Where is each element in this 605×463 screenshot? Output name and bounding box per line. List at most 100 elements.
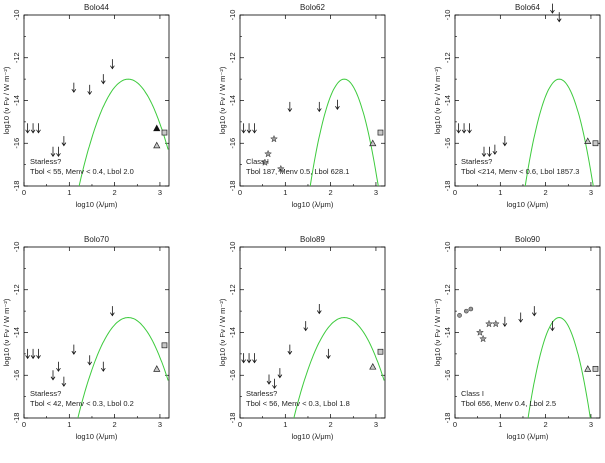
y-tick-label: -14: [443, 327, 452, 338]
upper-limit-arrow: [550, 3, 555, 14]
x-tick-label: 1: [283, 420, 287, 429]
star-point: [491, 319, 500, 328]
y-tick-label: -10: [228, 242, 237, 253]
upper-limit-arrow: [287, 101, 293, 113]
parameters-label: Tbol < 42, Menv < 0.3, Lbol 0.2: [30, 399, 134, 408]
upper-limit-arrow: [36, 123, 41, 134]
upper-limit-arrow: [56, 361, 61, 372]
panel-title: Bolo44: [84, 3, 109, 12]
square-point: [161, 129, 168, 136]
x-tick-label: 1: [283, 188, 287, 197]
x-tick-label: 0: [238, 188, 242, 197]
upper-limit-arrow: [61, 376, 67, 387]
classification-label: Starless?: [30, 389, 61, 398]
y-axis-label: log10 (ν Fν / W m⁻²): [2, 298, 11, 366]
y-tick-label: -12: [443, 284, 452, 295]
upper-limit-arrow: [456, 123, 461, 134]
upper-limit-arrow: [467, 123, 472, 134]
triangle-point: [584, 365, 592, 372]
upper-limit-arrow: [71, 344, 77, 355]
upper-limit-arrow: [550, 321, 555, 332]
x-tick-label: 1: [67, 188, 71, 197]
upper-limit-arrow: [71, 82, 77, 93]
triangle-point: [369, 362, 377, 370]
upper-limit-arrow: [246, 353, 252, 364]
y-tick-label: -16: [443, 370, 452, 381]
classification-label: Starless?: [461, 157, 492, 166]
upper-limit-arrow: [502, 316, 508, 328]
star-point: [270, 134, 278, 143]
upper-limit-arrow: [252, 353, 257, 364]
star-point: [485, 319, 493, 328]
upper-limit-arrow: [303, 321, 309, 332]
x-tick-label: 3: [589, 420, 593, 429]
upper-limit-arrow: [326, 348, 331, 360]
upper-limit-arrow: [25, 348, 30, 360]
upper-limit-arrow: [25, 123, 30, 134]
upper-limit-arrow: [100, 74, 106, 85]
panel-title: Bolo89: [300, 235, 325, 244]
triangle-point: [584, 137, 592, 144]
panel-title: Bolo70: [84, 235, 109, 244]
y-tick-label: -12: [443, 52, 452, 63]
y-tick-label: -16: [228, 370, 237, 381]
upper-limit-arrow: [502, 136, 508, 147]
square-point: [377, 348, 384, 355]
y-tick-label: -14: [228, 327, 237, 338]
x-axis-label: log10 (λ/μm): [76, 432, 118, 441]
x-tick-label: 0: [22, 188, 26, 197]
x-tick-label: 1: [67, 420, 71, 429]
parameters-label: Tbol 187, Menv 0.5, Lbol 628.1: [246, 167, 349, 176]
upper-limit-arrow: [56, 146, 61, 158]
upper-limit-arrow: [241, 353, 246, 364]
y-tick-label: -18: [443, 413, 452, 424]
filled-triangle-point: [153, 124, 161, 132]
upper-limit-arrow: [272, 378, 277, 390]
upper-limit-arrow: [87, 84, 93, 96]
model-sed-curve: [309, 78, 379, 186]
x-tick-label: 3: [158, 188, 162, 197]
y-tick-label: -18: [12, 181, 21, 192]
x-tick-label: 2: [113, 420, 117, 429]
upper-limit-arrow: [87, 355, 93, 366]
panel-title: Bolo62: [300, 3, 325, 12]
upper-limit-arrow: [316, 303, 322, 315]
x-tick-label: 2: [544, 420, 548, 429]
upper-limit-arrow: [50, 370, 56, 381]
parameters-label: Tbol <214, Menv < 0.6, Lbol 1857.3: [461, 167, 579, 176]
model-sed-curve: [293, 316, 385, 418]
triangle-point: [369, 139, 377, 147]
y-tick-label: -12: [228, 284, 237, 295]
x-tick-label: 0: [453, 188, 457, 197]
upper-limit-arrow: [110, 59, 115, 70]
sed-panel-bolo64: Bolo64 0 1 2 3 -10 -12 -14 -16 -18 log10 (λ/μm) log…: [433, 3, 601, 209]
upper-limit-arrow: [246, 123, 252, 134]
y-tick-label: -16: [12, 138, 21, 149]
upper-limit-arrow: [110, 306, 115, 317]
y-tick-label: -10: [12, 242, 21, 253]
y-tick-label: -18: [228, 181, 237, 192]
upper-limit-arrow: [518, 312, 524, 323]
sed-panel-bolo89: Bolo89 0 1 2 3 -10 -12 -14 -16 -18 log10 (λ/μm) log…: [218, 235, 386, 441]
x-tick-label: 0: [453, 420, 457, 429]
classification-label: Class I: [246, 157, 269, 166]
upper-limit-arrow: [30, 348, 36, 360]
y-tick-label: -18: [443, 181, 452, 192]
upper-limit-arrow: [531, 306, 537, 317]
x-tick-label: 0: [22, 420, 26, 429]
upper-limit-arrow: [50, 146, 56, 158]
model-sed-curve: [524, 78, 594, 186]
star-point: [264, 149, 273, 158]
y-tick-label: -18: [228, 413, 237, 424]
square-point: [592, 365, 599, 372]
upper-limit-arrow: [30, 123, 36, 134]
upper-limit-arrow: [492, 144, 498, 155]
x-axis-label: log10 (λ/μm): [507, 200, 549, 209]
x-tick-label: 3: [374, 188, 378, 197]
y-tick-label: -18: [12, 413, 21, 424]
y-tick-label: -16: [12, 370, 21, 381]
sed-panel-bolo70: Bolo70 0 1 2 3 -10 -12 -14 -16 -18 log10 (λ/μm) log…: [2, 235, 170, 441]
y-tick-label: -14: [228, 95, 237, 106]
upper-limit-arrow: [36, 348, 41, 360]
x-tick-label: 2: [113, 188, 117, 197]
